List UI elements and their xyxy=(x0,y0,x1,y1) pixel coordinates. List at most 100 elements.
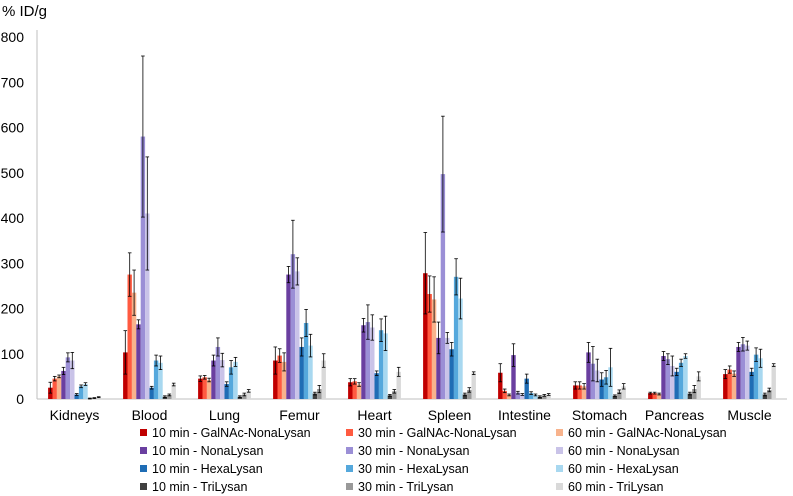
legend-item: 30 min - NonaLysan xyxy=(346,444,469,458)
legend-swatch xyxy=(556,429,563,436)
bar xyxy=(436,337,441,399)
bar xyxy=(308,345,313,399)
bar xyxy=(153,360,159,399)
bar xyxy=(648,393,653,399)
bar xyxy=(423,273,428,399)
bar xyxy=(206,379,212,399)
bar xyxy=(440,174,446,399)
legend-swatch xyxy=(556,465,563,472)
bar xyxy=(471,373,476,399)
legend-item: 30 min - GalNAc-NonaLysan xyxy=(346,426,517,440)
legend-swatch xyxy=(346,483,353,490)
bar-groups xyxy=(48,55,776,400)
bar xyxy=(753,354,759,399)
bar xyxy=(520,394,525,399)
bar xyxy=(762,394,768,399)
bar xyxy=(621,386,626,399)
bar xyxy=(467,389,472,399)
bar xyxy=(149,387,154,399)
bar xyxy=(758,358,763,399)
bar xyxy=(202,377,207,399)
bar xyxy=(303,322,309,399)
y-tick-label: 0 xyxy=(16,391,24,407)
legend: 10 min - GalNAc-NonaLysan 30 min - GalNAc… xyxy=(140,426,727,494)
bar-group xyxy=(348,304,401,399)
legend-item: 60 min - HexaLysan xyxy=(556,462,679,476)
legend-item: 10 min - NonaLysan xyxy=(140,444,263,458)
bar xyxy=(683,356,688,399)
bar xyxy=(273,360,278,399)
bar xyxy=(502,390,507,399)
bar-group xyxy=(198,337,251,399)
bar xyxy=(374,373,379,399)
bar xyxy=(281,361,287,399)
bar xyxy=(356,384,362,399)
x-tick-label: Muscle xyxy=(727,407,772,423)
legend-label: 60 min - HexaLysan xyxy=(568,462,679,476)
legend-label: 60 min - GalNAc-NonaLysan xyxy=(568,426,727,440)
bar xyxy=(661,356,666,399)
bar xyxy=(599,379,604,399)
bar xyxy=(127,274,132,399)
bar-group xyxy=(648,351,701,399)
legend-label: 30 min - HexaLysan xyxy=(358,462,469,476)
bar xyxy=(692,389,697,399)
bar xyxy=(749,371,754,399)
legend-item: 10 min - TriLysan xyxy=(140,480,247,494)
y-tick-label: 600 xyxy=(1,120,25,136)
bar xyxy=(524,378,529,399)
bar-group xyxy=(423,115,476,399)
bar xyxy=(317,389,322,399)
y-tick-label: 100 xyxy=(1,346,25,362)
legend-item: 10 min - HexaLysan xyxy=(140,462,263,476)
bar xyxy=(767,389,772,399)
x-tick-label: Pancreas xyxy=(645,407,704,423)
bar xyxy=(220,360,225,399)
bar xyxy=(361,325,366,399)
legend-label: 10 min - TriLysan xyxy=(152,480,247,494)
bar xyxy=(70,360,75,399)
bar xyxy=(546,394,551,399)
bar xyxy=(365,322,371,399)
bar xyxy=(242,394,247,399)
bar xyxy=(498,372,503,399)
legend-swatch xyxy=(140,465,147,472)
bar-group xyxy=(723,337,776,399)
bar xyxy=(321,360,326,399)
bar xyxy=(392,391,397,399)
bar xyxy=(299,346,304,399)
bar xyxy=(678,362,684,399)
bar xyxy=(727,369,732,399)
bar xyxy=(383,333,388,399)
legend-item: 30 min - TriLysan xyxy=(346,480,453,494)
bar xyxy=(74,394,79,399)
legend-label: 60 min - NonaLysan xyxy=(568,444,679,458)
bar xyxy=(427,294,432,399)
bar xyxy=(542,395,547,399)
y-tick-label: 400 xyxy=(1,210,25,226)
bar xyxy=(603,377,609,399)
bar xyxy=(458,298,463,399)
bar xyxy=(52,378,57,399)
bar xyxy=(286,274,291,399)
bar xyxy=(145,213,150,399)
legend-swatch xyxy=(556,483,563,490)
bar xyxy=(612,395,618,399)
y-tick-label: 700 xyxy=(1,74,25,90)
legend-label: 30 min - TriLysan xyxy=(358,480,453,494)
legend-swatch xyxy=(140,447,147,454)
y-tick-label: 200 xyxy=(1,301,25,317)
bar xyxy=(198,378,203,399)
bar xyxy=(78,386,84,399)
bar xyxy=(171,384,176,399)
bar xyxy=(215,346,221,399)
x-tick-label: Kidneys xyxy=(50,407,100,423)
bar xyxy=(312,393,318,399)
bar xyxy=(586,352,591,399)
bar xyxy=(652,393,657,399)
bar xyxy=(396,371,401,399)
bar xyxy=(290,254,296,399)
bar xyxy=(352,381,357,399)
bar xyxy=(277,355,282,399)
